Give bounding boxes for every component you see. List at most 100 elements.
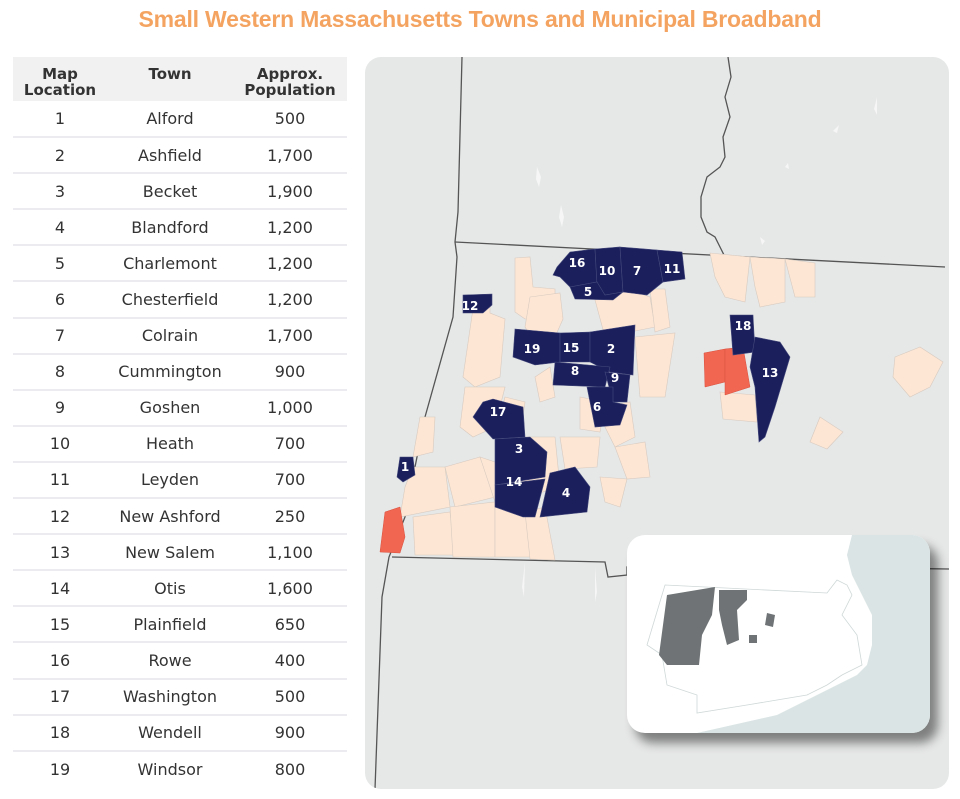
cell-map-location: 8 (13, 353, 107, 391)
town-5 (569, 281, 625, 301)
map-label-1: 1 (401, 460, 409, 474)
table-row: 6 Chesterfield 1,200 (13, 281, 347, 319)
header-text: Town (148, 65, 192, 83)
cell-population: 500 (233, 678, 347, 716)
table-row: 19 Windsor 800 (13, 751, 347, 787)
town-2 (589, 324, 636, 376)
cell-town: Goshen (107, 389, 233, 427)
cell-town: Heath (107, 425, 233, 463)
map-label-13: 13 (762, 366, 779, 380)
cell-map-location: 19 (49, 759, 71, 779)
town-3 (494, 436, 548, 486)
header-text: Map (42, 65, 78, 83)
town-11 (656, 249, 686, 283)
cell-town: Ashfield (107, 137, 233, 175)
cell-town: Cummington (107, 353, 233, 391)
cell-town: Colrain (107, 317, 233, 355)
table-row: 10 Heath 700 (13, 425, 347, 463)
cell-map-location: 18 (13, 714, 107, 752)
cell-map-location: 10 (13, 425, 107, 463)
map-label-15: 15 (563, 341, 580, 355)
town-12 (462, 293, 493, 314)
map-label-16: 16 (569, 256, 586, 270)
cell-map-location: 7 (13, 317, 107, 355)
table-row: 14 Otis 1,600 (13, 570, 347, 608)
cell-map-location: 13 (13, 534, 107, 572)
table-row: 16 Rowe 400 (13, 642, 347, 680)
cell-map-location: 4 (13, 209, 107, 247)
towns-table: Map Location Town Approx. Population 1 Alfo… (13, 57, 347, 787)
cell-town: Leyden (107, 461, 233, 500)
cell-population: 1,200 (233, 281, 347, 319)
water-features (522, 97, 877, 602)
header-text: Approx. (256, 65, 324, 83)
cell-map-location: 9 (13, 389, 107, 427)
cell-population: 700 (233, 425, 347, 463)
cell-town: Washington (107, 678, 233, 716)
table-row: 18 Wendell 900 (13, 714, 347, 752)
cell-population: 1,700 (233, 137, 347, 175)
cell-population: 1,200 (233, 245, 347, 283)
table-row: 2 Ashfield 1,700 (13, 137, 347, 175)
table-row: 1 Alford 500 (13, 101, 347, 139)
cell-map-location: 14 (13, 570, 107, 608)
cell-population: 500 (233, 101, 347, 139)
table-row: 17 Washington 500 (13, 678, 347, 716)
cell-town: Rowe (107, 642, 233, 680)
cell-population: 1,700 (233, 317, 347, 355)
table-row: 13 New Salem 1,100 (13, 534, 347, 572)
cell-map-location: 3 (13, 173, 107, 211)
massachusetts-inset-map (627, 535, 930, 733)
table-row: 9 Goshen 1,000 (13, 389, 347, 427)
highlighted-towns (396, 246, 791, 518)
map-label-17: 17 (490, 405, 507, 419)
map-label-8: 8 (571, 364, 579, 378)
map-label-5: 5 (584, 285, 592, 299)
cell-population: 1,000 (233, 389, 347, 427)
cell-population: 400 (233, 642, 347, 680)
header-town: Town (107, 57, 233, 101)
cell-population: 800 (274, 759, 306, 779)
cell-town: Becket (107, 173, 233, 211)
table-row: 7 Colrain 1,700 (13, 317, 347, 355)
cell-town: Windsor (137, 759, 203, 779)
cell-map-location: 5 (13, 245, 107, 283)
town-19 (512, 328, 561, 366)
map-label-6: 6 (593, 400, 601, 414)
header-population: Approx. Population (233, 57, 347, 101)
map-label-3: 3 (515, 442, 523, 456)
header-map-location: Map Location (13, 57, 107, 101)
cell-population: 900 (233, 714, 347, 752)
town-6 (586, 386, 628, 428)
cell-population: 650 (233, 606, 347, 644)
table-row: 8 Cummington 900 (13, 353, 347, 391)
cell-town: Plainfield (107, 606, 233, 644)
cell-town: Alford (107, 101, 233, 139)
map-label-10: 10 (599, 264, 616, 278)
map-label-12: 12 (462, 299, 479, 313)
map-label-19: 19 (524, 342, 541, 356)
map-label-11: 11 (664, 262, 681, 276)
cell-population: 700 (233, 461, 347, 500)
cell-map-location: 12 (13, 498, 107, 536)
table-row: 5 Charlemont 1,200 (13, 245, 347, 283)
inset-highlight (659, 587, 715, 665)
cell-population: 1,100 (233, 534, 347, 572)
cell-town: Blandford (107, 209, 233, 247)
cell-population: 1,200 (233, 209, 347, 247)
town-4 (539, 466, 591, 518)
inset-water (697, 535, 930, 733)
cell-map-location: 17 (13, 678, 107, 716)
cell-map-location: 16 (13, 642, 107, 680)
map-label-14: 14 (506, 475, 523, 489)
table-header-row: Map Location Town Approx. Population (13, 57, 347, 101)
map-label-7: 7 (633, 264, 641, 278)
map-label-18: 18 (735, 319, 752, 333)
cell-map-location: 6 (13, 281, 107, 319)
table-row: 11 Leyden 700 (13, 461, 347, 500)
cell-town: New Ashford (107, 498, 233, 536)
table-row: 15 Plainfield 650 (13, 606, 347, 644)
header-text: Population (244, 81, 336, 99)
